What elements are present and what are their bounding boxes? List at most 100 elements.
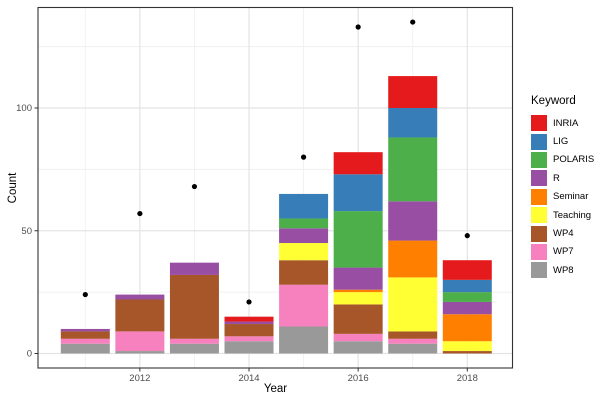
bar-segment-wp8-2016 [333,341,383,354]
x-tick-label: 2018 [457,373,478,384]
legend-swatch-inria [531,115,547,132]
plot-panel [38,7,513,368]
y-axis-title: Count [7,172,19,204]
bar-segment-wp4-2014 [224,324,274,337]
bar-segment-wp8-2011 [60,343,110,354]
legend-swatch-polaris [531,151,547,168]
bar-segment-teaching-2018 [442,341,492,352]
bar-segment-wp8-2012 [115,351,165,354]
bar-segment-wp7-2012 [115,331,165,352]
bar-segment-r-2018 [442,301,492,315]
y-tick-label: 0 [27,349,32,360]
data-point-2018 [464,233,470,239]
bar-segment-wp7-2011 [60,338,110,344]
legend-swatch-teaching [531,207,547,224]
bar-segment-wp4-2018 [442,351,492,354]
bar-segment-wp8-2015 [279,326,329,354]
data-point-2013 [191,183,198,190]
bar-segment-lig-2017 [388,108,438,138]
bar-segment-wp7-2014 [224,336,274,342]
bar-segment-wp4-2012 [115,299,165,332]
legend: Keyword INRIA LIG POLARIS R Seminar Teaching W… [531,95,594,280]
legend-item-polaris: POLARIS [531,151,594,169]
legend-label: Seminar [553,191,589,203]
legend-swatch-seminar [531,188,547,205]
bar-segment-wp4-2011 [60,331,110,339]
legend-swatch-wp8 [531,262,547,279]
bar-segment-polaris-2015 [279,218,329,229]
bar-segment-wp7-2015 [279,284,329,327]
legend-item-lig: LIG [531,132,594,150]
y-tick-label: 100 [16,103,32,114]
bar-segment-teaching-2015 [279,243,329,261]
bar-segment-wp4-2013 [169,274,219,339]
bar-segment-r-2013 [169,262,219,275]
bar-segment-wp8-2014 [224,341,274,354]
bar-segment-lig-2015 [279,193,329,219]
bar-segment-r-2016 [333,267,383,290]
legend-label: WP8 [553,264,574,276]
bar-segment-r-2011 [60,328,110,332]
bar-segment-r-2014 [224,321,274,325]
bar-segment-lig-2016 [333,174,383,212]
legend-label: Teaching [553,209,592,221]
legend-label: WP7 [553,246,574,258]
bar-segment-wp7-2017 [388,338,438,344]
x-axis-title: Year [263,383,288,395]
bar-segment-wp8-2013 [169,343,219,354]
legend-item-wp8: WP8 [531,261,594,279]
legend-label: INRIA [553,117,579,129]
legend-swatch-wp7 [531,243,547,260]
bar-segment-r-2015 [279,228,329,244]
bar-segment-wp4-2015 [279,260,329,285]
bar-segment-seminar-2017 [388,240,438,278]
bar-segment-teaching-2016 [333,292,383,305]
bar-segment-seminar-2016 [333,289,383,293]
bar-segment-seminar-2018 [442,314,492,342]
bar-segment-wp7-2016 [333,333,383,342]
bar-segment-r-2017 [388,201,438,241]
bar-segment-polaris-2018 [442,292,492,302]
bar-segment-wp4-2017 [388,331,438,339]
legend-swatch-r [531,170,547,187]
legend-swatch-lig [531,133,547,150]
data-point-2017 [410,19,416,25]
legend-label: POLARIS [553,154,595,166]
legend-label: WP4 [553,228,574,240]
x-tick-label: 2014 [238,373,259,384]
bar-segment-wp4-2016 [333,304,383,334]
bar-segment-polaris-2017 [388,137,438,202]
legend-title: Keyword [531,95,576,107]
legend-swatch-wp4 [531,225,547,242]
bar-segment-polaris-2016 [333,211,383,268]
legend-label: LIG [553,136,569,148]
legend-item-seminar: Seminar [531,188,594,206]
x-tick-label: 2012 [129,373,150,384]
legend-label: R [553,172,560,184]
data-point-2016 [355,24,361,30]
legend-item-inria: INRIA [531,114,594,132]
bar-segment-inria-2018 [442,260,492,280]
bar-segment-r-2012 [115,294,165,300]
legend-item-teaching: Teaching [531,206,594,224]
legend-item-wp7: WP7 [531,243,594,261]
data-point-2014 [246,299,252,305]
bar-segment-wp7-2013 [169,338,219,344]
panel-border [37,6,514,369]
bar-segment-lig-2018 [442,279,492,293]
data-point-2011 [82,291,88,298]
x-tick-label: 2016 [348,373,369,384]
bar-segment-inria-2016 [333,152,383,175]
bar-segment-wp8-2017 [388,343,438,354]
bar-segment-teaching-2017 [388,277,438,332]
bar-segment-inria-2017 [388,76,438,108]
legend-items: INRIA LIG POLARIS R Seminar Teaching WP4 WP7 WP8 [531,114,594,280]
data-point-2012 [137,210,143,217]
y-tick-label: 50 [21,226,32,237]
legend-item-wp4: WP4 [531,224,594,242]
data-point-2015 [300,154,307,160]
bar-segment-inria-2014 [224,316,274,322]
legend-item-r: R [531,169,594,187]
